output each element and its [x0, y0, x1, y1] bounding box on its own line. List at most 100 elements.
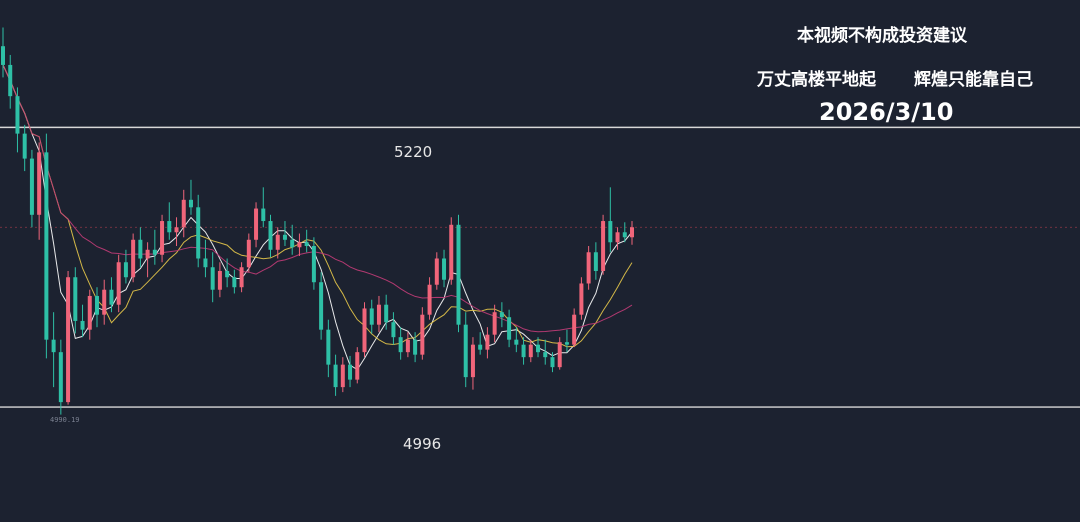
candle	[391, 312, 396, 345]
candle-body	[434, 258, 439, 285]
candle	[152, 229, 157, 265]
candle-body	[615, 232, 620, 243]
candle-body	[427, 284, 432, 315]
candle	[499, 302, 504, 328]
candle	[232, 269, 237, 294]
candle	[145, 242, 150, 278]
candle-body	[521, 344, 526, 358]
upper-level-label: 5220	[394, 143, 433, 161]
candle-body	[268, 221, 273, 250]
candle-body	[507, 317, 512, 340]
motto-caption-right: 辉煌只能靠自己	[914, 70, 1033, 90]
candle	[478, 332, 483, 355]
candle	[470, 337, 475, 390]
candle-body	[601, 221, 606, 271]
candle	[109, 277, 114, 313]
candle	[442, 249, 447, 288]
candle	[384, 294, 389, 330]
candle-body	[593, 252, 598, 271]
candle	[217, 262, 222, 298]
candle-body	[470, 344, 475, 378]
candle-body	[15, 96, 20, 134]
candle-body	[239, 267, 244, 288]
candle	[304, 229, 309, 253]
candle	[15, 87, 20, 153]
candle	[275, 227, 280, 259]
candle	[413, 332, 418, 363]
candle-body	[73, 277, 78, 321]
level-lines	[0, 126, 1080, 408]
candle	[369, 299, 374, 334]
candle-body	[87, 295, 92, 330]
candle	[405, 332, 410, 358]
candle-body	[8, 64, 13, 97]
candle-body	[290, 239, 295, 248]
candle	[514, 327, 519, 353]
candle	[456, 214, 461, 333]
candle	[528, 339, 533, 363]
candle-body	[174, 227, 179, 233]
candle	[123, 249, 128, 284]
disclaimer-caption: 本视频不构成投资建议	[797, 26, 967, 46]
candle	[203, 239, 208, 278]
candle-body	[261, 208, 266, 222]
candle	[355, 347, 360, 384]
candle-body	[340, 364, 345, 388]
candle	[608, 187, 613, 253]
candle	[376, 295, 381, 333]
candle-body	[348, 364, 353, 380]
candle	[326, 319, 331, 378]
candle	[80, 304, 85, 338]
candle-body	[44, 152, 49, 340]
candle-body	[420, 314, 425, 355]
candle	[420, 307, 425, 360]
candle	[427, 277, 432, 320]
candle	[564, 329, 569, 353]
candle-body	[282, 234, 287, 240]
candle-body	[246, 239, 251, 268]
candle	[239, 262, 244, 293]
candle-body	[181, 199, 186, 228]
candle-body	[608, 221, 613, 243]
candle	[615, 227, 620, 250]
candle	[398, 327, 403, 360]
candle-body	[210, 267, 215, 290]
candle	[8, 54, 13, 109]
candle	[66, 270, 71, 405]
candle	[174, 217, 179, 247]
candle-body	[630, 227, 635, 238]
candle	[579, 277, 584, 320]
candle-body	[405, 339, 410, 353]
candle-body	[413, 339, 418, 355]
motto-caption-left: 万丈高楼平地起	[757, 70, 876, 90]
candle	[311, 237, 316, 290]
candle-body	[145, 249, 150, 259]
candle	[492, 304, 497, 343]
candle-body	[188, 199, 193, 208]
candle	[601, 214, 606, 275]
candle	[225, 258, 230, 288]
candle-body	[384, 304, 389, 323]
candle	[167, 202, 172, 240]
candle-body	[254, 208, 259, 240]
candle-body	[362, 308, 367, 353]
candle-body	[275, 234, 280, 250]
candle	[37, 142, 42, 240]
candle	[290, 224, 295, 255]
candle-body	[369, 308, 374, 325]
candle-body	[22, 133, 27, 159]
candle-body	[485, 334, 490, 350]
candle	[1, 27, 5, 78]
lower-level-label: 4996	[403, 435, 442, 453]
candle-body	[536, 344, 541, 353]
candle	[44, 133, 49, 359]
candle-body	[492, 312, 497, 335]
candle-body	[1, 46, 5, 65]
candle-body	[579, 283, 584, 315]
candle-body	[94, 295, 99, 315]
candle-body	[543, 352, 548, 358]
candle-body	[37, 152, 42, 215]
candle	[116, 254, 121, 313]
candle-body	[398, 337, 403, 353]
candle-body	[131, 239, 136, 278]
